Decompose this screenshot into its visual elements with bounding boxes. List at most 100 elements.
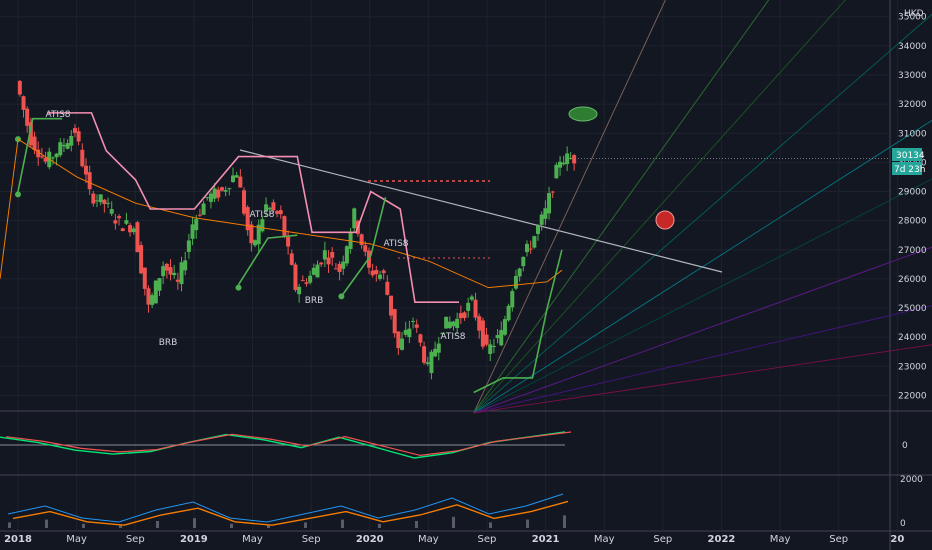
candle-body: [532, 236, 537, 248]
candle-body: [69, 135, 74, 146]
candle-body: [256, 224, 261, 245]
candle-body: [102, 199, 107, 205]
candle-body: [513, 275, 518, 289]
candle-body: [477, 316, 482, 331]
candle-body: [267, 207, 272, 210]
candle-body: [311, 267, 316, 275]
candle-body: [91, 193, 96, 204]
fan-line: [473, 246, 932, 414]
candle-body: [135, 222, 140, 253]
candle-body: [286, 236, 291, 247]
price-tick-label: 34000: [898, 42, 927, 52]
signal-label: ATIS8: [249, 210, 274, 220]
candle-body: [212, 188, 217, 199]
candle-body: [462, 312, 467, 319]
osc-slow-line: [5, 431, 572, 457]
candle-body: [466, 302, 471, 311]
fan-line: [473, 344, 932, 414]
signal-dot: [15, 191, 21, 198]
candle-body: [109, 209, 114, 214]
time-tick-label: Sep: [126, 534, 145, 545]
candle-body: [308, 275, 313, 283]
trailing-stop-line: [47, 112, 459, 304]
candle-body: [61, 144, 66, 147]
candle-body: [124, 220, 129, 224]
time-tick-label: May: [418, 534, 439, 545]
osc-tick-label: 0: [902, 441, 908, 451]
candle-body: [54, 153, 59, 158]
candle-body: [326, 257, 331, 265]
candle-body: [106, 202, 111, 204]
signal-label: BRB: [159, 338, 178, 348]
candle-body: [333, 268, 338, 270]
signal-label: ATIS8: [383, 239, 408, 249]
signal-labels: ATIS8 BRB ATIS8 BRB ATIS8 ATIS8: [45, 110, 465, 348]
price-tick-label: 33000: [898, 71, 927, 81]
candle-body: [502, 319, 507, 335]
candle-body: [568, 157, 573, 159]
candle-body: [172, 272, 177, 276]
candle-body: [418, 334, 423, 343]
candle-body: [201, 203, 206, 215]
candle-body: [164, 263, 169, 271]
candle-body: [491, 345, 496, 347]
volume-bar: [489, 522, 492, 528]
candle-body: [76, 131, 81, 142]
candle-body: [565, 153, 570, 165]
candle-body: [80, 149, 85, 167]
candle-body: [414, 324, 419, 328]
candle-body: [451, 321, 456, 327]
fan-line: [473, 0, 666, 414]
price-tick-label: 32000: [898, 100, 927, 110]
candle-body: [407, 328, 412, 338]
candle-body: [230, 175, 235, 182]
candle-body: [50, 157, 55, 159]
candle-body: [227, 188, 232, 190]
candle-body: [444, 316, 449, 329]
time-tick-label: 2022: [708, 534, 736, 545]
fan-line: [473, 0, 770, 414]
candle-body: [469, 296, 474, 300]
candle-body: [117, 216, 122, 219]
candle-body: [499, 330, 504, 346]
candle-body: [536, 225, 541, 234]
candle-body: [447, 321, 452, 329]
fan-line: [473, 305, 932, 414]
candle-body: [21, 96, 26, 110]
candle-body: [223, 190, 228, 192]
candle-body: [98, 194, 103, 203]
candle-body: [128, 225, 133, 233]
candle-body: [528, 248, 533, 250]
candle-body: [175, 279, 180, 282]
time-tick-label: Sep: [302, 534, 321, 545]
price-axis[interactable]: 22000 23000 24000 25000 26000 27000 28000 29000…: [898, 13, 927, 402]
candle-body: [219, 187, 224, 191]
candle-body: [25, 108, 30, 126]
candle-body: [561, 162, 566, 165]
candle-body: [83, 165, 88, 175]
currency-label: HKD: [904, 9, 924, 19]
drawing-layer[interactable]: [239, 0, 932, 414]
volume-bar: [82, 523, 85, 528]
candle-body: [374, 269, 379, 275]
candle-body: [433, 348, 438, 357]
time-tick-label: Sep: [478, 534, 497, 545]
candle-body: [17, 80, 22, 95]
candle-body: [363, 245, 368, 252]
candle-body: [260, 219, 265, 232]
candle-body: [315, 264, 320, 278]
candle-body: [264, 204, 269, 211]
candle-body: [205, 197, 210, 199]
time-tick-label: May: [242, 534, 263, 545]
candle-body: [440, 332, 445, 335]
candle-body: [352, 208, 357, 229]
candle-body: [389, 295, 394, 316]
volume-bar: [304, 522, 307, 528]
macd-line: [7, 493, 564, 523]
time-axis[interactable]: 2018 May Sep 2019 May Sep 2020 May Sep 2021 May Sep…: [4, 534, 904, 545]
signal-label: BRB: [305, 296, 324, 306]
candle-body: [183, 260, 188, 271]
volume-bar: [563, 515, 566, 528]
candle-body: [245, 207, 250, 231]
